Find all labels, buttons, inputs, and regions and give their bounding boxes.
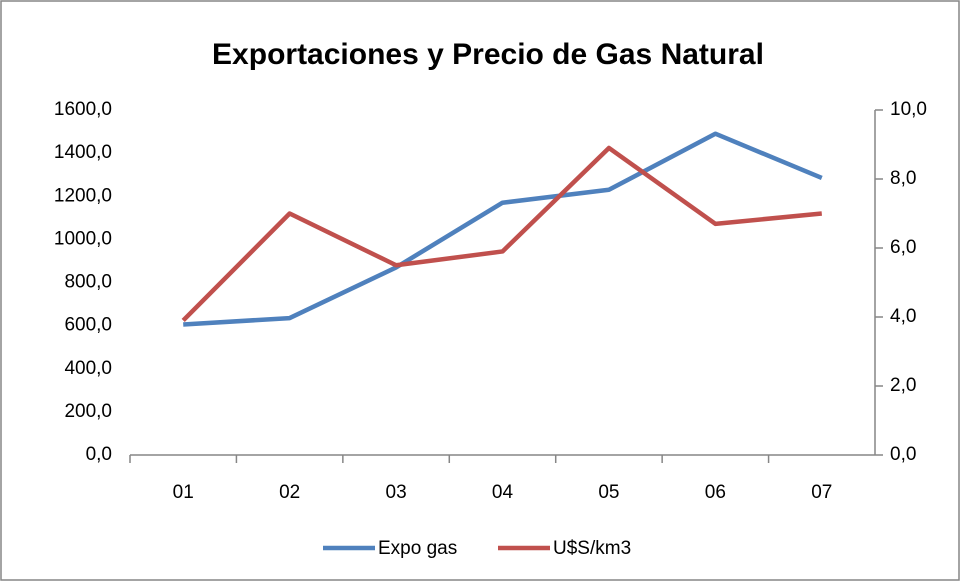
y-tick-label: 800,0 <box>64 272 112 293</box>
x-tick-label: 04 <box>492 482 514 503</box>
y-tick-label: 1600,0 <box>54 99 112 120</box>
y2-tick-label: 4,0 <box>890 306 916 327</box>
y-tick-label: 400,0 <box>64 358 112 379</box>
legend-label: Expo gas <box>378 538 457 559</box>
y-tick-label: 1200,0 <box>54 185 112 206</box>
series-line <box>181 145 823 323</box>
y-tick-label: 1000,0 <box>54 228 112 249</box>
y-tick-label: 200,0 <box>64 401 112 422</box>
y-tick-label: 600,0 <box>64 315 112 336</box>
y2-tick-label: 0,0 <box>890 444 916 465</box>
y2-tick-label: 8,0 <box>890 168 916 189</box>
chart-title: Exportaciones y Precio de Gas Natural <box>212 38 764 71</box>
x-tick-label: 07 <box>811 482 832 503</box>
y2-tick-label: 6,0 <box>890 237 916 258</box>
y-tick-label: 1400,0 <box>54 142 112 163</box>
legend-label: U$S/km3 <box>553 538 631 559</box>
x-tick-label: 01 <box>173 482 194 503</box>
x-tick-label: 02 <box>279 482 300 503</box>
x-tick-label: 03 <box>386 482 407 503</box>
x-tick-label: 06 <box>705 482 726 503</box>
y2-tick-label: 2,0 <box>890 375 916 396</box>
y-tick-label: 0,0 <box>86 444 112 465</box>
series-line <box>183 131 823 327</box>
x-tick-label: 05 <box>598 482 619 503</box>
y2-tick-label: 10,0 <box>890 99 927 120</box>
